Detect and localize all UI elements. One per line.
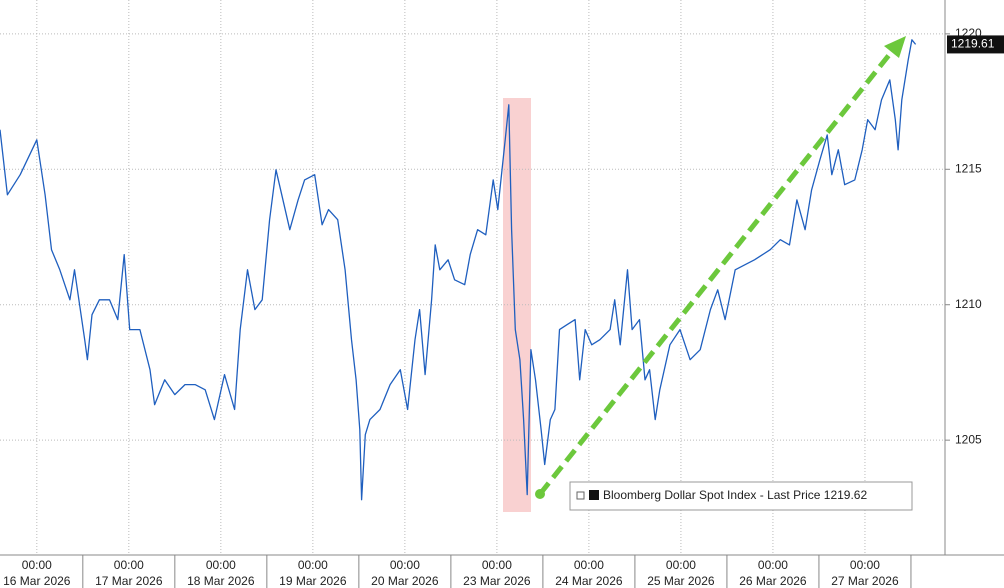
y-tick-label: 1215 <box>955 161 982 175</box>
price-line <box>0 39 917 501</box>
arrow-head <box>884 36 906 58</box>
legend-toggle <box>576 491 585 500</box>
x-tick-label: 00:00 16 Mar 2026 <box>3 558 71 588</box>
x-tick-label: 00:00 26 Mar 2026 <box>739 558 807 588</box>
legend: Bloomberg Dollar Spot Index - Last Price… <box>569 481 913 511</box>
x-tick-label: 00:00 20 Mar 2026 <box>371 558 439 588</box>
legend-label: Bloomberg Dollar Spot Index - Last Price… <box>603 488 867 502</box>
arrow-start <box>535 489 545 499</box>
arrow-shaft <box>538 48 895 496</box>
legend-box <box>569 481 913 511</box>
last-price-label: 1219.61 <box>951 37 995 51</box>
trend-arrow <box>535 36 906 499</box>
y-tick-label: 1210 <box>955 297 982 311</box>
legend-swatch <box>589 490 599 500</box>
x-tick-label: 00:00 17 Mar 2026 <box>95 558 163 588</box>
x-tick-label: 00:00 19 Mar 2026 <box>279 558 347 588</box>
plot <box>0 39 917 501</box>
x-tick-label: 00:00 25 Mar 2026 <box>647 558 715 588</box>
x-tick-label: 00:00 23 Mar 2026 <box>463 558 531 588</box>
x-tick-label: 00:00 24 Mar 2026 <box>555 558 623 588</box>
last-price-box <box>947 35 1004 54</box>
x-tick-label: 00:00 27 Mar 2026 <box>831 558 899 588</box>
y-tick-label: 1205 <box>955 432 982 446</box>
x-tick-label: 00:00 18 Mar 2026 <box>187 558 255 588</box>
grid <box>0 0 950 588</box>
